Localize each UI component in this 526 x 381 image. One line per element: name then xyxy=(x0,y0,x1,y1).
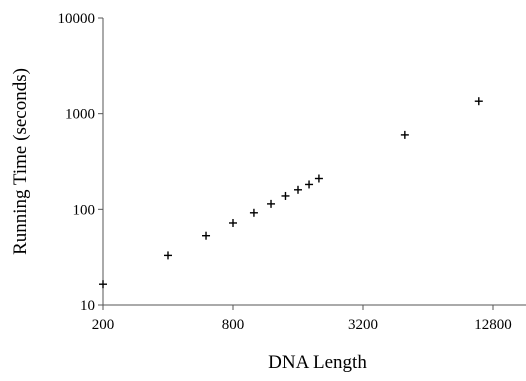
data-point xyxy=(202,231,211,240)
data-point xyxy=(267,199,276,208)
data-point xyxy=(314,174,323,183)
data-point xyxy=(229,218,237,227)
data-point xyxy=(281,191,290,200)
x-tick-label: 200 xyxy=(92,317,115,333)
y-tick-label: 10 xyxy=(80,298,95,314)
data-points xyxy=(99,97,483,289)
data-point xyxy=(249,208,258,217)
y-tick-label: 100 xyxy=(73,202,96,218)
axes xyxy=(102,18,526,306)
ticks: 10 100 1000 10000 200 800 3200 12800 xyxy=(58,11,512,333)
x-axis-title: DNA Length xyxy=(268,352,367,373)
y-tick-label: 1000 xyxy=(65,107,95,123)
data-point xyxy=(294,185,302,194)
data-point xyxy=(164,251,172,260)
y-axis-title: Running Time (seconds) xyxy=(10,68,31,255)
y-tick-label: 10000 xyxy=(58,11,96,27)
data-point xyxy=(305,180,314,189)
x-tick-label: 3200 xyxy=(348,317,378,333)
data-point xyxy=(474,97,483,106)
x-tick-label: 12800 xyxy=(474,317,512,333)
data-point xyxy=(400,130,409,139)
x-tick-label: 800 xyxy=(222,317,245,333)
data-point xyxy=(99,280,107,289)
